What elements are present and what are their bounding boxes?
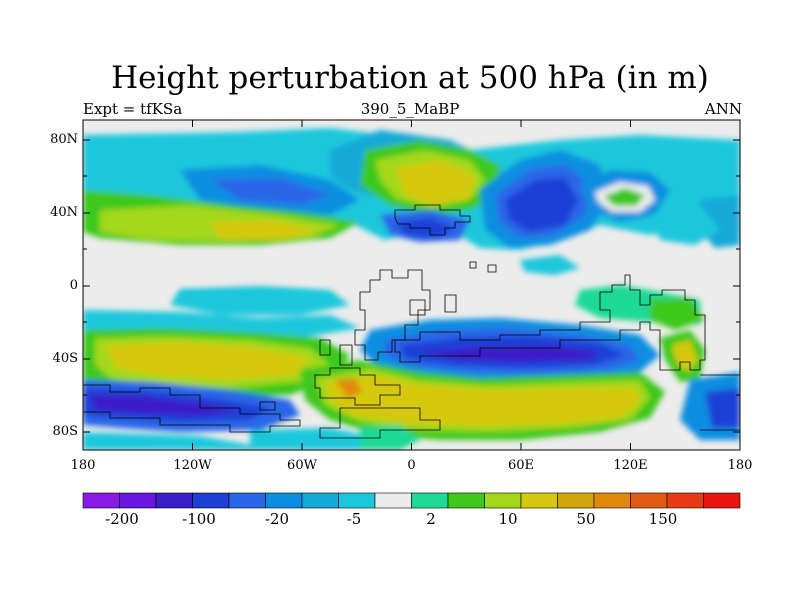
colorbar-swatch (666, 492, 704, 509)
season-label: ANN (704, 100, 742, 118)
colorbar-swatch (557, 492, 595, 509)
colorbar-label: -100 (182, 510, 216, 528)
lat-label-80s: 80S (52, 424, 78, 439)
colorbar-swatch (484, 492, 522, 509)
colorbar-label: 2 (426, 510, 436, 528)
colorbar-swatch (119, 492, 157, 509)
lon-label-60e: 60E (507, 458, 535, 473)
colorbar-swatch (82, 492, 120, 509)
lat-tick-marks (83, 139, 740, 433)
period-label: 390_5_MaBP (360, 100, 460, 118)
colorbar-label: 50 (576, 510, 596, 528)
colorbar-label: -200 (105, 510, 139, 528)
colorbar-swatch (228, 492, 266, 509)
colorbar-label: 10 (498, 510, 518, 528)
colorbar-label: -5 (346, 510, 362, 528)
colorbar-swatch (630, 492, 668, 509)
colorbar-label: 150 (648, 510, 678, 528)
colorbar-swatch (155, 492, 193, 509)
lat-label-40s: 40S (52, 351, 78, 366)
lon-label-120e: 120E (613, 458, 648, 473)
lat-label-0: 0 (69, 278, 78, 293)
lat-label-40n: 40N (50, 205, 78, 220)
lon-label-60w: 60W (287, 458, 317, 473)
colorbar-swatch (447, 492, 485, 509)
lon-label-180w: 180 (70, 458, 96, 473)
colorbar-swatch (374, 492, 412, 509)
lat-label-80n: 80N (50, 132, 78, 147)
plot-title: Height perturbation at 500 hPa (in m) (111, 60, 709, 96)
colorbar-swatch (411, 492, 449, 509)
colorbar (82, 492, 741, 509)
colorbar-swatch (520, 492, 558, 509)
lon-label-120w: 120W (173, 458, 212, 473)
colorbar-swatch (192, 492, 230, 509)
coastlines (83, 204, 740, 439)
colorbar-swatch (338, 492, 376, 509)
colorbar-swatch (593, 492, 631, 509)
lon-label-0: 0 (407, 458, 416, 473)
experiment-label: Expt = tfKSa (83, 100, 183, 118)
lon-tick-marks (82, 120, 741, 450)
colorbar-label: -20 (264, 510, 290, 528)
colorbar-swatch (703, 492, 741, 509)
colorbar-swatch (265, 492, 303, 509)
lon-label-180e: 180 (727, 458, 753, 473)
contour-field (83, 120, 740, 450)
colorbar-swatch (301, 492, 339, 509)
